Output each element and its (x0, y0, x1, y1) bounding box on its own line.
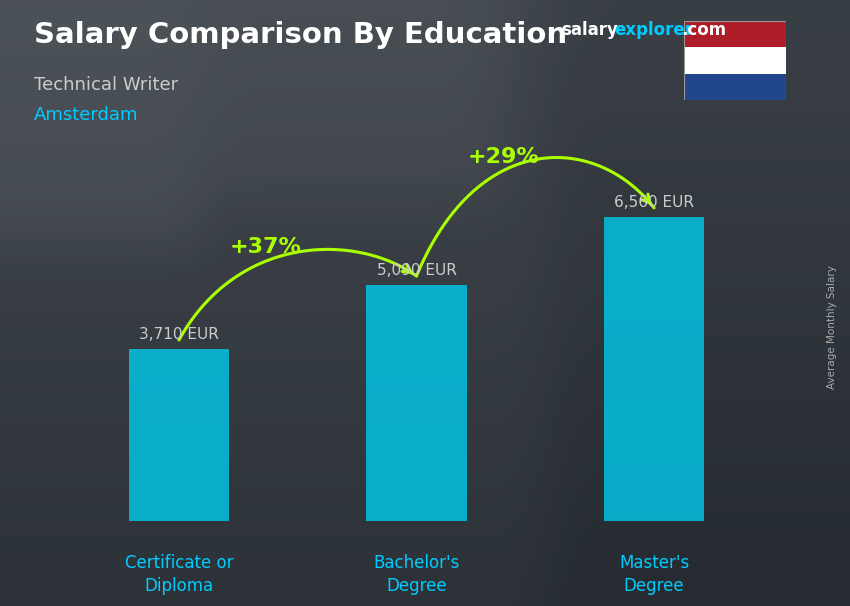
Text: 6,560 EUR: 6,560 EUR (614, 195, 694, 210)
Text: .com: .com (681, 21, 726, 39)
Text: Salary Comparison By Education: Salary Comparison By Education (34, 21, 567, 49)
Bar (684, 21, 786, 47)
Text: explorer: explorer (615, 21, 694, 39)
Bar (684, 47, 786, 74)
Text: Certificate or
Diploma: Certificate or Diploma (125, 554, 233, 595)
Text: +29%: +29% (468, 147, 539, 167)
Text: Master's
Degree: Master's Degree (619, 554, 689, 595)
Text: 5,090 EUR: 5,090 EUR (377, 263, 456, 278)
Text: Average Monthly Salary: Average Monthly Salary (827, 265, 837, 389)
Text: 3,710 EUR: 3,710 EUR (139, 327, 218, 342)
Text: Amsterdam: Amsterdam (34, 106, 139, 124)
Text: Technical Writer: Technical Writer (34, 76, 178, 94)
Bar (684, 74, 786, 100)
Bar (128, 349, 230, 521)
Bar (366, 285, 467, 521)
Bar (604, 217, 705, 521)
Text: salary: salary (561, 21, 618, 39)
Text: Bachelor's
Degree: Bachelor's Degree (373, 554, 460, 595)
Text: +37%: +37% (230, 238, 302, 258)
